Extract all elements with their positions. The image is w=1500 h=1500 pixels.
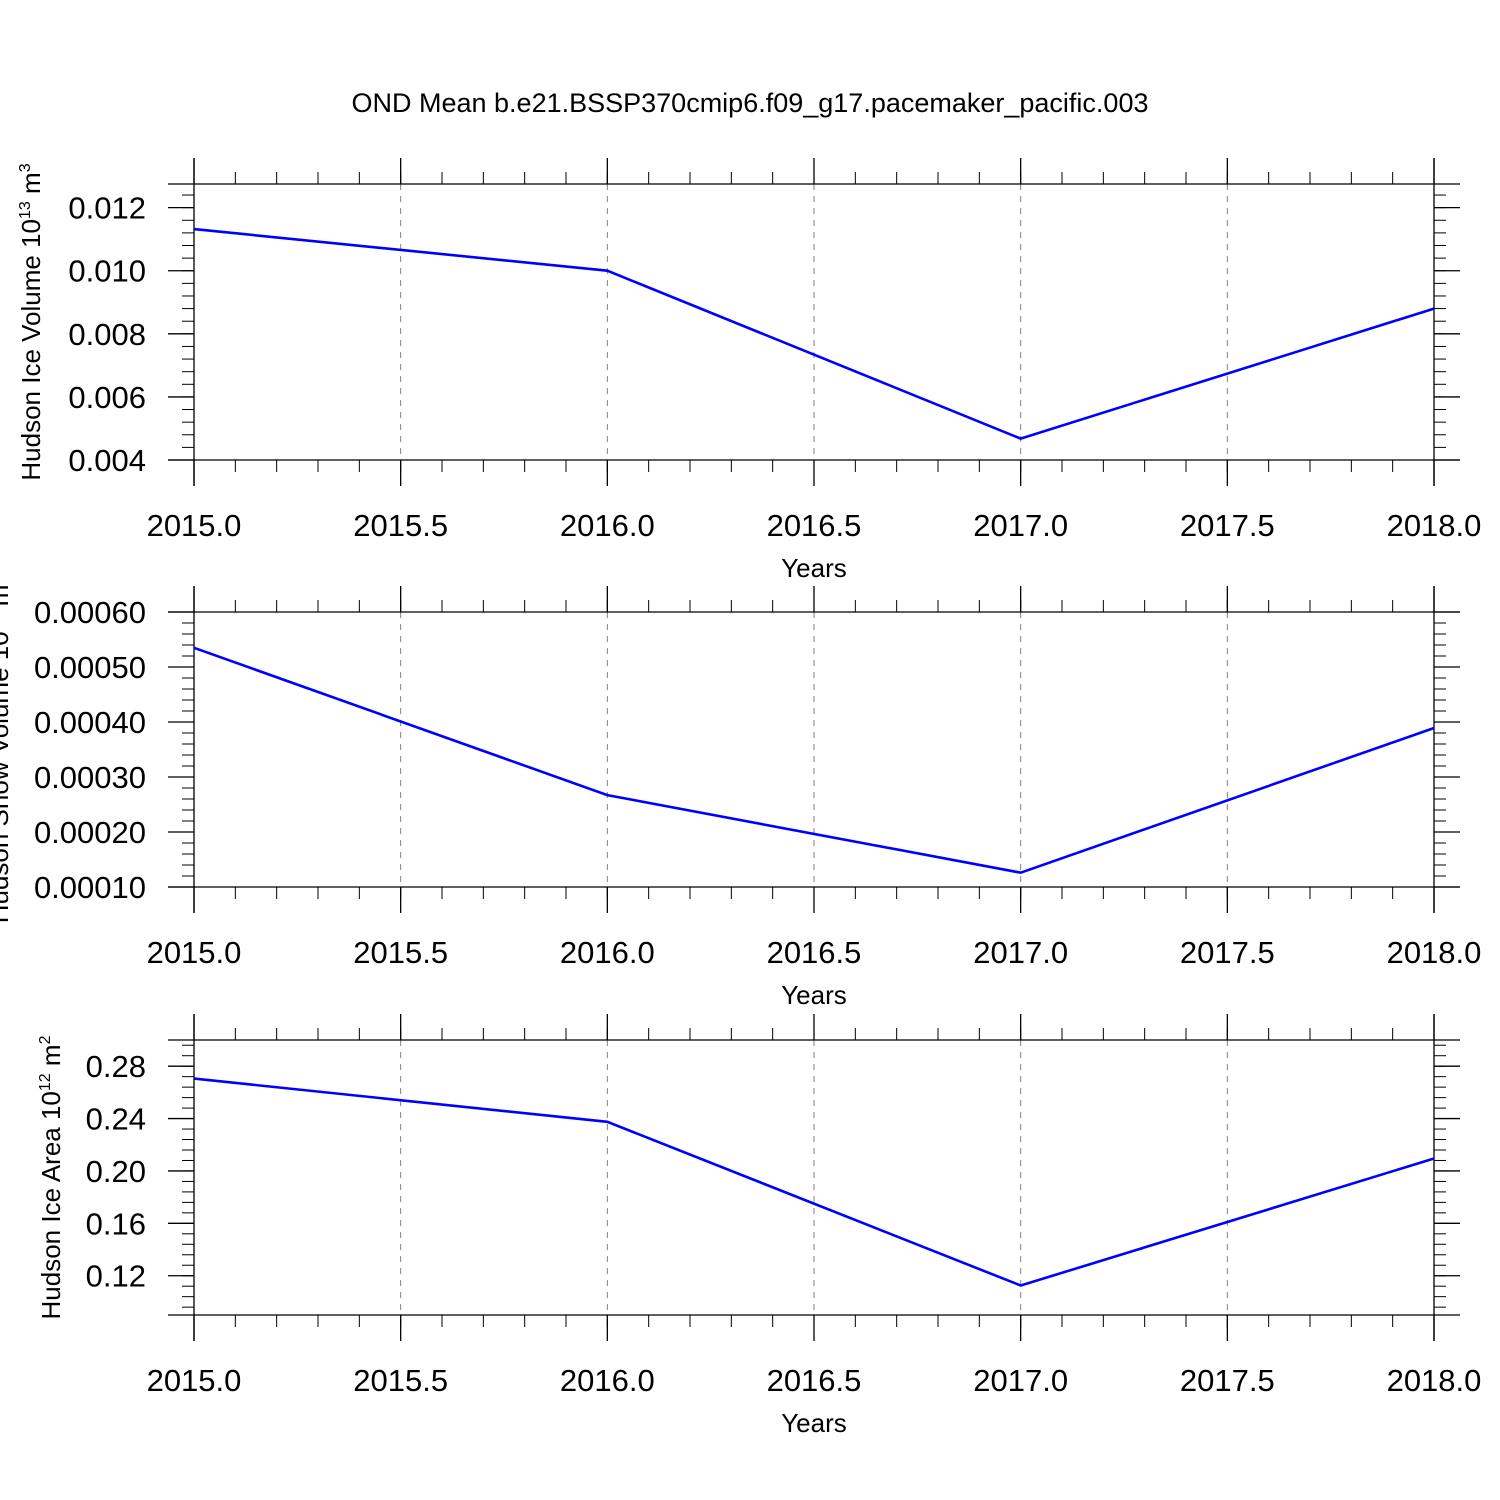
y-tick-label: 0.24: [86, 1102, 146, 1137]
x-tick-label: 2016.0: [560, 935, 655, 970]
y-axis-label: Hudson Ice Area 1012 m2: [36, 1035, 66, 1319]
x-axis-label: Years: [781, 553, 847, 583]
x-tick-label: 2017.5: [1180, 508, 1275, 543]
y-axis-label: Hudson Snow Volume 1013 m3: [0, 576, 14, 924]
x-tick-label: 2017.5: [1180, 935, 1275, 970]
y-axis-label: Hudson Ice Volume 1013 m3: [16, 163, 46, 480]
x-tick-label: 2017.0: [973, 508, 1068, 543]
panels-container: 2015.0 2015.5 2016.0 2016.5 2017.0 2017.5 2018…: [0, 158, 1481, 1438]
chart-panel-2: 2015.0 2015.5 2016.0 2016.5 2017.0 2017.5 2018…: [0, 576, 1481, 1010]
y-tick-label: 0.004: [68, 443, 146, 478]
x-tick-label: 2015.5: [353, 508, 448, 543]
x-tick-label: 2017.0: [973, 1363, 1068, 1398]
y-tick-label: 0.00050: [34, 650, 146, 685]
x-axis-label: Years: [781, 1408, 847, 1438]
y-tick-label: 0.00030: [34, 760, 146, 795]
series-line: [193, 227, 1435, 440]
x-tick-label: 2017.5: [1180, 1363, 1275, 1398]
x-tick-label: 2016.5: [767, 1363, 862, 1398]
y-tick-label: 0.00020: [34, 815, 146, 850]
x-tick-label: 2018.0: [1387, 508, 1482, 543]
x-tick-label: 2015.5: [353, 935, 448, 970]
x-tick-label: 2016.5: [767, 508, 862, 543]
y-tick-label: 0.12: [86, 1259, 146, 1294]
x-tick-label: 2016.5: [767, 935, 862, 970]
figure-title: OND Mean b.e21.BSSP370cmip6.f09_g17.pace…: [352, 88, 1149, 118]
y-tick-label: 0.010: [68, 254, 146, 289]
x-axis-label: Years: [781, 980, 847, 1010]
series-line: [193, 1077, 1435, 1287]
y-tick-label: 0.28: [86, 1049, 146, 1084]
y-tick-label: 0.20: [86, 1154, 146, 1189]
y-tick-label: 0.008: [68, 317, 146, 352]
y-tick-label: 0.16: [86, 1206, 146, 1241]
x-tick-label: 2017.0: [973, 935, 1068, 970]
y-tick-label: 0.00060: [34, 595, 146, 630]
y-tick-label: 0.006: [68, 380, 146, 415]
x-tick-label: 2015.0: [147, 508, 242, 543]
x-tick-label: 2018.0: [1387, 1363, 1482, 1398]
x-tick-label: 2015.0: [147, 935, 242, 970]
chart-panel-3: 2015.0 2015.5 2016.0 2016.5 2017.0 2017.5 2018…: [36, 1014, 1481, 1438]
y-tick-label: 0.012: [68, 191, 146, 226]
x-tick-label: 2018.0: [1387, 935, 1482, 970]
chart-panel-1: 2015.0 2015.5 2016.0 2016.5 2017.0 2017.5 2018…: [16, 158, 1481, 583]
y-tick-label: 0.00010: [34, 870, 146, 905]
x-tick-label: 2015.0: [147, 1363, 242, 1398]
x-tick-label: 2016.0: [560, 1363, 655, 1398]
series-line: [193, 646, 1435, 875]
y-tick-label: 0.00040: [34, 705, 146, 740]
x-tick-label: 2016.0: [560, 508, 655, 543]
x-tick-label: 2015.5: [353, 1363, 448, 1398]
